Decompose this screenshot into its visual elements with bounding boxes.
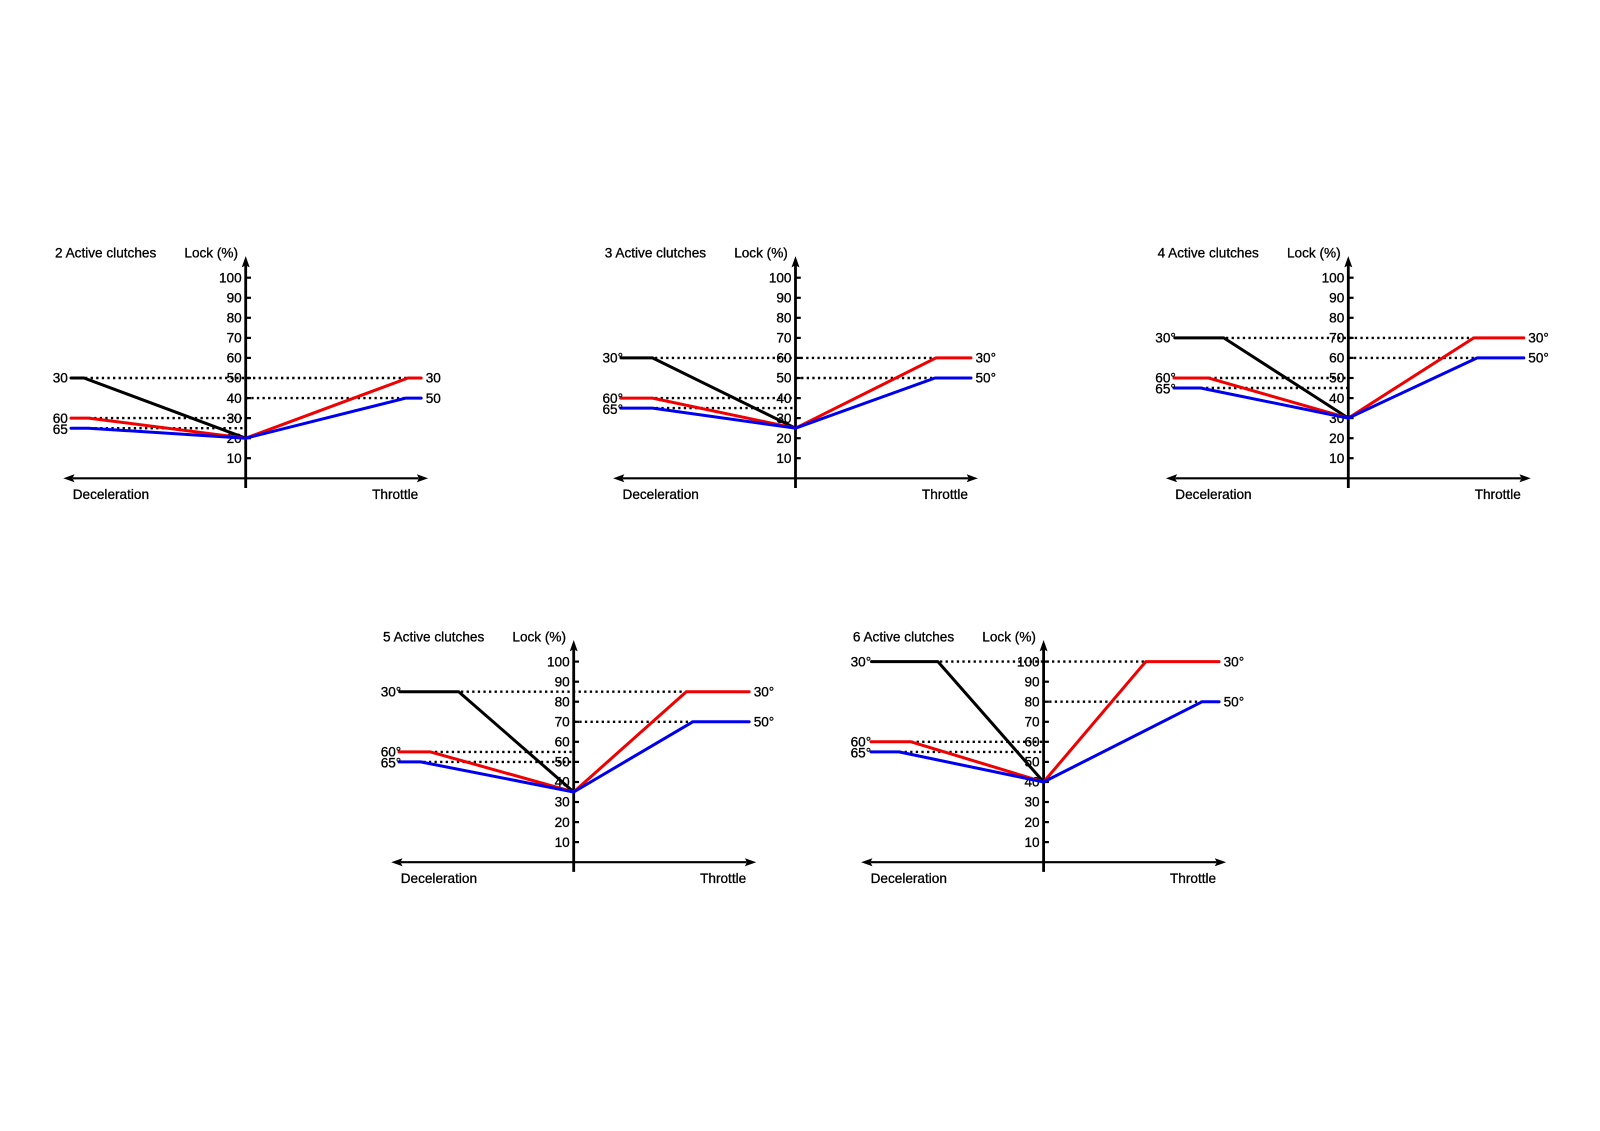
svg-text:70: 70 [227,331,243,346]
svg-text:70: 70 [555,715,571,730]
svg-text:Lock (%): Lock (%) [982,629,1036,644]
svg-text:10: 10 [227,451,243,466]
svg-text:20: 20 [555,815,571,830]
svg-text:20: 20 [776,431,792,446]
svg-text:90: 90 [227,291,243,306]
svg-text:10: 10 [776,451,792,466]
svg-text:2 Active clutches: 2 Active clutches [55,245,156,260]
svg-text:50°: 50° [754,715,775,730]
svg-text:10: 10 [555,835,571,850]
svg-text:60: 60 [53,411,69,426]
svg-text:Throttle: Throttle [922,487,968,502]
svg-text:Lock (%): Lock (%) [734,246,788,261]
svg-text:Deceleration: Deceleration [401,871,477,886]
svg-text:100: 100 [1322,270,1345,285]
svg-text:30: 30 [555,795,571,810]
svg-text:30: 30 [1024,795,1040,810]
svg-text:65°: 65° [381,756,402,771]
svg-text:20: 20 [1329,431,1345,446]
svg-text:70: 70 [1024,715,1040,730]
svg-text:50: 50 [227,371,243,386]
svg-text:50: 50 [776,371,792,386]
svg-text:Lock (%): Lock (%) [184,246,238,261]
svg-text:30°: 30° [603,351,624,366]
svg-text:80: 80 [776,311,792,326]
svg-text:65: 65 [53,422,68,437]
svg-text:50°: 50° [1224,694,1245,709]
svg-text:30°: 30° [381,684,402,699]
svg-text:5 Active clutches: 5 Active clutches [383,629,484,644]
svg-text:30: 30 [53,371,69,386]
svg-text:60: 60 [227,351,243,366]
svg-text:10: 10 [1024,835,1040,850]
svg-text:Deceleration: Deceleration [1175,487,1251,502]
svg-text:50°: 50° [1528,351,1549,366]
svg-text:60: 60 [555,735,571,750]
svg-text:Lock (%): Lock (%) [512,629,566,644]
svg-text:Throttle: Throttle [1170,871,1216,886]
svg-text:30°: 30° [851,654,872,669]
svg-text:4 Active clutches: 4 Active clutches [1158,245,1259,260]
svg-text:90: 90 [776,291,792,306]
svg-text:Throttle: Throttle [1475,487,1521,502]
svg-text:30: 30 [426,371,442,386]
svg-text:Lock (%): Lock (%) [1287,246,1341,261]
svg-text:40: 40 [1329,391,1345,406]
svg-text:20: 20 [1024,815,1040,830]
svg-text:100: 100 [219,270,242,285]
svg-text:90: 90 [555,674,571,689]
svg-text:40: 40 [227,391,243,406]
svg-text:80: 80 [1024,694,1040,709]
svg-text:100: 100 [547,654,570,669]
svg-text:50: 50 [1329,371,1345,386]
svg-text:30°: 30° [1528,331,1549,346]
svg-text:3 Active clutches: 3 Active clutches [605,245,706,260]
svg-text:60°: 60° [851,735,872,750]
svg-text:50: 50 [426,391,442,406]
svg-text:30°: 30° [754,684,775,699]
svg-text:Deceleration: Deceleration [73,487,149,502]
svg-text:90: 90 [1329,291,1345,306]
svg-text:60°: 60° [381,745,402,760]
svg-text:30°: 30° [1224,654,1245,669]
svg-text:6 Active clutches: 6 Active clutches [853,629,954,644]
svg-text:50: 50 [555,755,571,770]
svg-text:80: 80 [227,311,243,326]
svg-text:10: 10 [1329,451,1345,466]
svg-text:Throttle: Throttle [372,487,418,502]
svg-text:65°: 65° [851,746,872,761]
svg-text:60°: 60° [1155,371,1176,386]
svg-text:Deceleration: Deceleration [623,487,699,502]
svg-text:60: 60 [1024,735,1040,750]
svg-text:60°: 60° [603,391,624,406]
svg-text:50°: 50° [976,371,997,386]
svg-text:100: 100 [769,270,792,285]
svg-text:90: 90 [1024,674,1040,689]
svg-text:30°: 30° [976,351,997,366]
svg-text:80: 80 [1329,311,1345,326]
svg-text:30°: 30° [1155,331,1176,346]
svg-text:100: 100 [1017,654,1040,669]
svg-text:Throttle: Throttle [700,871,746,886]
svg-text:Deceleration: Deceleration [871,871,947,886]
svg-text:60: 60 [1329,351,1345,366]
svg-text:65°: 65° [1155,382,1176,397]
svg-text:70: 70 [776,331,792,346]
svg-text:80: 80 [555,694,571,709]
svg-text:65°: 65° [603,402,624,417]
svg-text:70: 70 [1329,331,1345,346]
